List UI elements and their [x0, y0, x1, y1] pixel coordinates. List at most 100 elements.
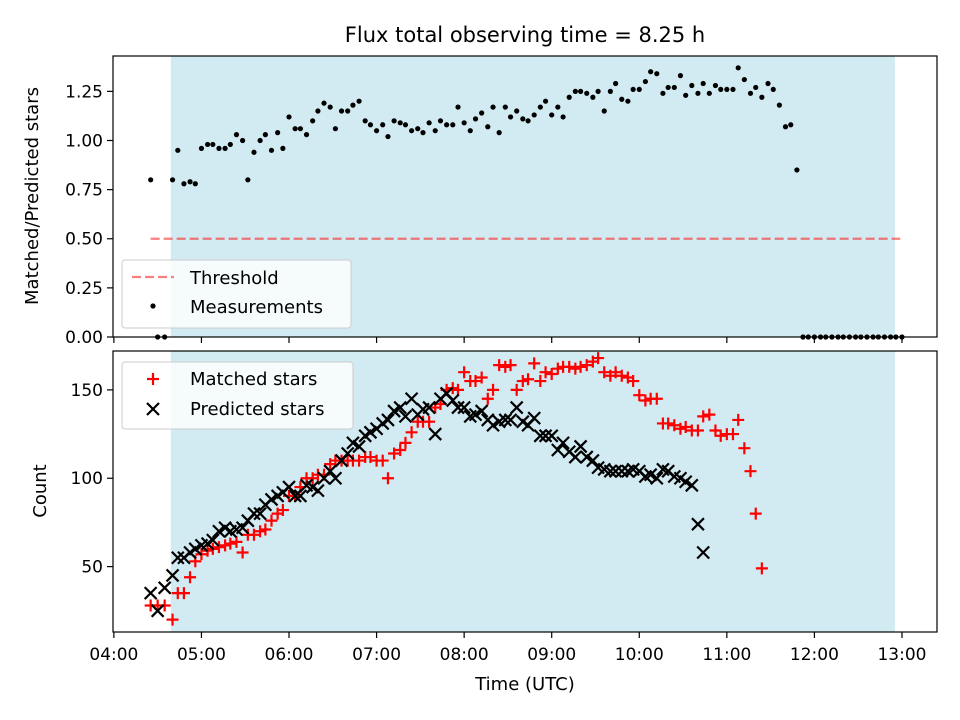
predicted-star-point — [340, 446, 355, 461]
measurement-point — [788, 122, 794, 128]
measurement-point — [636, 86, 642, 93]
measurement-point — [794, 167, 800, 173]
matched-star-point — [528, 357, 541, 370]
measurement-point — [345, 108, 351, 114]
predicted-star-point — [551, 443, 565, 457]
matched-star-point — [493, 359, 506, 372]
matched-star-point — [592, 352, 605, 365]
measurement-point — [735, 65, 741, 71]
measurement-point — [227, 141, 233, 148]
measurement-point — [303, 132, 310, 138]
predicted-stars-points — [143, 386, 710, 618]
measurement-point — [479, 110, 485, 116]
measurement-point — [175, 147, 181, 153]
legend-measurements-label: Measurements — [190, 297, 323, 318]
predicted-star-point — [235, 520, 250, 535]
matched-star-point — [475, 371, 488, 384]
matched-star-point — [639, 394, 652, 407]
measurement-point — [455, 104, 461, 110]
measurement-point — [280, 145, 286, 151]
predicted-star-point — [527, 411, 541, 425]
matched-star-point — [598, 366, 611, 379]
predicted-star-point — [586, 453, 600, 468]
measurement-point — [286, 114, 292, 120]
predicted-star-point — [422, 400, 436, 415]
legend-threshold-label: Threshold — [189, 268, 279, 289]
predicted-star-point — [579, 450, 594, 464]
measurement-point — [542, 98, 549, 104]
matched-star-point — [714, 429, 727, 442]
measurement-point — [321, 100, 327, 106]
measurement-point — [770, 86, 776, 93]
y-tick-label: 150 — [71, 381, 103, 401]
y-tick-label: 50 — [81, 558, 103, 578]
predicted-star-point — [691, 517, 705, 531]
measurement-point — [660, 90, 666, 96]
matched-star-point — [184, 571, 197, 584]
matched-star-point — [662, 417, 675, 430]
matched-star-point — [177, 587, 190, 600]
measurement-point — [747, 90, 754, 96]
measurement-point — [590, 94, 596, 100]
predicted-star-point — [603, 464, 618, 478]
matched-star-point — [504, 359, 517, 372]
y-tick-label: 100 — [71, 469, 103, 489]
measurement-point — [297, 126, 303, 132]
measurement-point — [169, 177, 176, 183]
y-tick-label: 1.00 — [65, 131, 103, 151]
predicted-star-point — [428, 427, 443, 441]
measurement-point — [502, 104, 508, 110]
predicted-star-point — [538, 429, 553, 443]
predicted-star-point — [212, 524, 226, 539]
bottom-axes-frame — [112, 350, 938, 633]
predicted-star-point — [556, 436, 570, 450]
predicted-star-point — [352, 439, 366, 454]
matched-star-point — [545, 367, 558, 380]
matched-star-point — [726, 428, 739, 441]
measurement-point — [665, 84, 671, 91]
predicted-star-point — [398, 409, 413, 424]
predicted-star-point — [614, 464, 629, 478]
matched-star-point — [247, 528, 260, 541]
measurement-point — [689, 82, 695, 89]
measurement-point — [332, 126, 339, 132]
bottom-y-label: Count — [30, 464, 51, 517]
measurement-point — [239, 137, 246, 144]
matched-star-point — [259, 523, 272, 536]
y-tick-label: 1.25 — [65, 82, 103, 102]
predicted-star-point — [678, 475, 693, 489]
measurement-point — [268, 147, 275, 153]
matched-star-point — [230, 535, 243, 548]
measurement-point — [409, 128, 415, 134]
measurement-point — [262, 132, 268, 138]
matched-star-point — [574, 360, 587, 373]
measurement-point — [432, 128, 438, 134]
matched-star-point — [516, 375, 529, 388]
measurement-point — [625, 98, 631, 104]
top-panel: 0.00 0.25 0.50 0.75 1.00 1.25 Matched/Predict… — [22, 55, 938, 348]
measurement-point — [700, 80, 706, 87]
measurement-point — [753, 84, 759, 91]
measurement-point — [415, 126, 421, 132]
measurement-point — [362, 118, 368, 124]
measurement-point — [765, 80, 771, 87]
y-tick-label: 0.00 — [65, 328, 103, 348]
matched-star-point — [394, 443, 407, 456]
x-tick-label: 08:00 — [440, 645, 489, 665]
matched-star-point — [679, 420, 692, 433]
matched-star-point — [399, 436, 412, 449]
measurement-point — [514, 108, 520, 114]
predicted-star-point — [468, 407, 483, 422]
legend-measurements-swatch — [150, 303, 156, 309]
measurement-point — [450, 122, 456, 128]
matched-star-point — [551, 362, 564, 375]
predicted-star-point — [608, 464, 623, 478]
matched-star-point — [276, 504, 289, 517]
measurement-point — [718, 86, 724, 93]
measurement-point — [472, 116, 479, 122]
measurement-point — [315, 108, 321, 114]
matched-star-point — [563, 360, 576, 373]
predicted-star-point — [288, 489, 302, 503]
predicted-star-point — [650, 471, 664, 486]
matched-star-point — [265, 514, 278, 527]
